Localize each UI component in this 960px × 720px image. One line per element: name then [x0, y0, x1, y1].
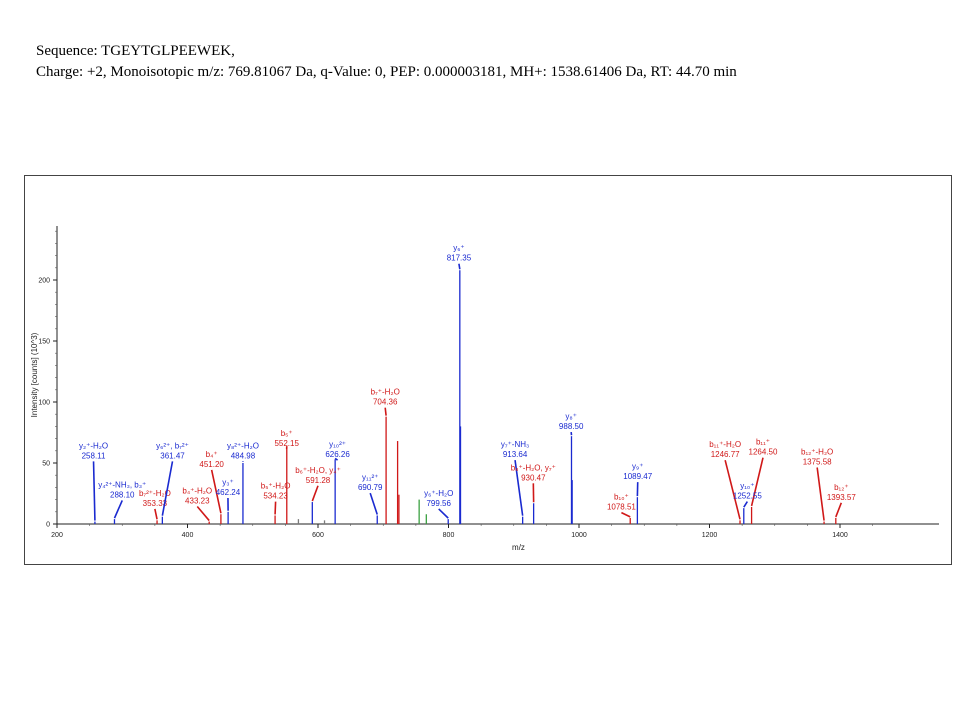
peak-annotation-mz: 591.28: [306, 476, 331, 485]
peak-annotation-ion: b₇⁺-H₂O: [371, 388, 400, 397]
peak-annotation-ion: y₈²⁺-H₂O: [227, 441, 259, 450]
y-tick-label: 50: [42, 461, 50, 468]
peak-annotation-mz: 704.36: [373, 398, 398, 407]
peak-annotation-ion: y₂⁺-H₂O: [79, 441, 108, 450]
peak-annotation-ion: y₄²⁺-NH₃, b₃⁺: [98, 480, 146, 489]
peak-annotation-ion: y₁₀²⁺: [329, 440, 346, 449]
peak-annotation-mz: 799.56: [426, 499, 451, 508]
peak-annotation-mz: 1246.77: [711, 450, 740, 459]
peak-annotation-ion: y₃⁺: [222, 478, 233, 487]
peak-annotation-ion: y₆⁺-H₂O: [424, 489, 453, 498]
y-tick-label: 150: [38, 339, 50, 346]
x-axis-label: m/z: [512, 543, 525, 552]
peak-annotation-mz: 626.26: [325, 450, 350, 459]
peak-annotation-mz: 1078.51: [607, 503, 636, 512]
x-tick-label: 1200: [702, 532, 718, 539]
peak-annotation-mz: 353.33: [143, 499, 168, 508]
peak-annotation-mz: 988.50: [559, 422, 584, 431]
peak-annotation-ion: b₁₂⁺: [834, 483, 848, 492]
peak-annotation-mz: 1252.55: [733, 492, 762, 501]
x-tick-label: 600: [312, 532, 324, 539]
peak-annotation-ion: b₇²⁺-H₂O: [139, 489, 171, 498]
mass-spectrum-chart: 200 400 600 800 1000 1200 1400 0 50 100 150 200 m/z I…: [30, 226, 939, 552]
x-tick-label: 400: [182, 532, 194, 539]
x-tick-label: 800: [443, 532, 455, 539]
y-tick-label: 200: [38, 278, 50, 285]
peak-annotation-ion: y₇⁺-NH₃: [501, 440, 529, 449]
y-axis-label: Intensity [counts] (10^3): [30, 332, 39, 417]
x-tick-label: 200: [51, 532, 63, 539]
peak-annotation-mz: 462.24: [216, 488, 241, 497]
annotation-leader-line: [210, 469, 222, 514]
y-tick-label: 0: [46, 522, 50, 529]
peak-annotation-mz: 534.23: [263, 492, 288, 501]
annotation-leader-line: [161, 461, 174, 516]
annotation-leader-line: [514, 460, 524, 516]
peak-annotation-ion: y₈⁺: [565, 412, 577, 421]
peak-annotation-ion: b₄⁺-H₂O: [182, 487, 212, 496]
peak-annotation-ion: b₆⁺-H₂O, y₄⁺: [295, 466, 341, 475]
peak-annotation-ion: y₆²⁺, b₇²⁺: [156, 441, 189, 450]
annotation-leader-line: [334, 457, 339, 461]
annotation-leader-line: [384, 407, 387, 416]
annotation-leader-line: [369, 492, 379, 515]
y-tick-label: 100: [38, 400, 50, 407]
annotation-leader-line: [92, 461, 96, 521]
peak-annotation-mz: 484.98: [231, 451, 256, 460]
annotation-leader-line: [458, 263, 461, 270]
peak-annotation-mz: 1089.47: [623, 472, 652, 481]
peak-annotation-mz: 361.47: [160, 451, 185, 460]
peak-annotation-mz: 288.10: [110, 490, 135, 499]
annotation-leader-line: [311, 485, 319, 502]
annotation-leader-line: [274, 501, 277, 515]
peak-annotation-ion: b₅⁺-H₂O: [261, 482, 291, 491]
annotation-leader-line: [154, 508, 158, 520]
precursor-info: Charge: +2, Monoisotopic m/z: 769.81067 …: [36, 64, 737, 80]
peak-annotation-ion: b₁₀⁺: [614, 493, 629, 502]
peak-annotation-mz: 433.23: [185, 497, 210, 506]
peak-annotation-ion: b₅⁺: [281, 429, 293, 438]
peak-annotation-mz: 258.11: [82, 451, 106, 460]
peak-annotation-mz: 913.64: [503, 450, 528, 459]
peak-annotation-mz: 1393.57: [827, 493, 856, 502]
annotation-leader-line: [750, 457, 764, 507]
peak-annotation-mz: 451.20: [199, 460, 224, 469]
annotation-leader-line: [835, 502, 843, 518]
peak-annotation-ion: y₁₀⁺: [740, 482, 754, 491]
x-tick-label: 1400: [832, 532, 848, 539]
peak-annotation-mz: 690.79: [358, 483, 383, 492]
peak-annotation-mz: 817.35: [447, 254, 472, 263]
peak-annotation-ion: y₉⁺: [632, 462, 643, 471]
peak-annotation-mz: 552.15: [274, 439, 299, 448]
peak-annotation-ion: b₁₂⁺-H₂O: [801, 447, 833, 456]
peak-annotation-ion: b₁₁⁺: [756, 438, 770, 447]
peak-annotation-ion: y₆⁺: [453, 244, 464, 253]
annotation-leader-line: [438, 508, 449, 519]
spectrum-frame: 200 400 600 800 1000 1200 1400 0 50 100 150 200 m/z I…: [24, 175, 952, 565]
peak-annotation-mz: 1264.50: [749, 448, 778, 457]
x-tick-label: 1000: [571, 532, 587, 539]
peak-annotation-mz: 930.47: [521, 473, 546, 482]
peak-annotation-ion: y₁₁²⁺: [362, 473, 378, 482]
annotation-leader-line: [724, 459, 741, 520]
peak-annotation-mz: 1375.58: [803, 457, 832, 466]
peak-annotation-ion: b₄⁺: [206, 450, 218, 459]
annotation-leader-line: [196, 505, 210, 522]
peak-annotation-ion: b₈⁺-H₂O, y₇⁺: [511, 463, 556, 472]
annotation-leader-line: [816, 467, 825, 521]
annotation-leader-line: [743, 501, 749, 508]
peak-annotation-ion: b₁₁⁺-H₂O: [709, 440, 741, 449]
annotation-leader-line: [113, 500, 123, 519]
sequence-title: Sequence: TGEYTGLPEEWEK,: [36, 43, 235, 59]
annotation-leader-line: [621, 511, 631, 518]
